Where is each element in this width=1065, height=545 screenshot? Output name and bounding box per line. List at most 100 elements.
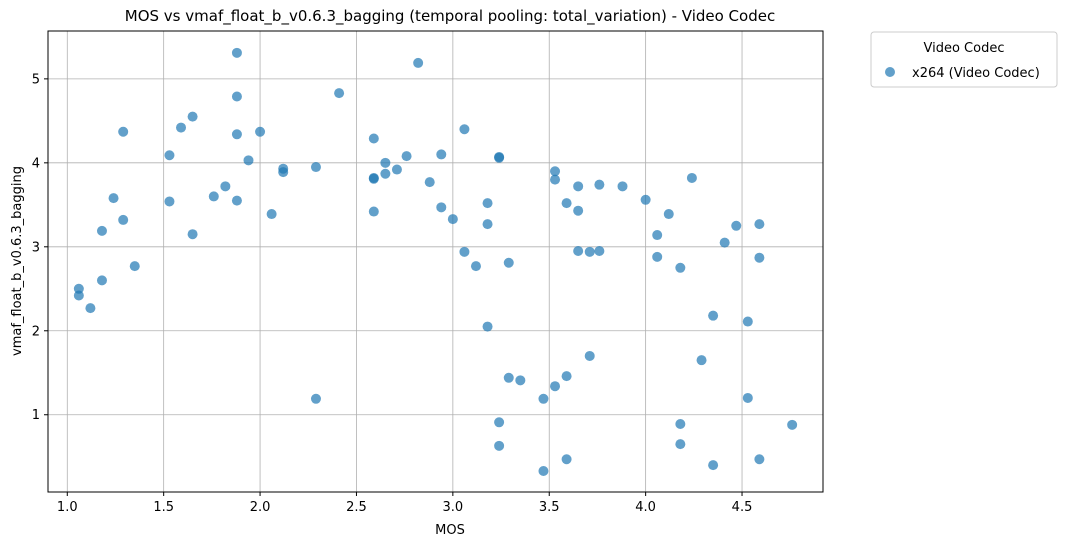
scatter-point — [719, 237, 730, 248]
scatter-point — [550, 381, 561, 392]
scatter-point — [742, 392, 753, 403]
scatter-point — [459, 124, 470, 135]
scatter-point — [754, 219, 765, 230]
y-axis-label: vmaf_float_b_v0.6.3_bagging — [10, 166, 25, 356]
y-axis-ticks: 1 2 3 4 5 — [32, 72, 48, 423]
scatter-point — [787, 419, 798, 430]
scatter-point — [391, 164, 402, 175]
grid-lines — [48, 31, 823, 492]
chart-title: MOS vs vmaf_float_b_v0.6.3_bagging (temp… — [125, 7, 775, 26]
scatter-point — [164, 150, 175, 161]
x-tick-label: 1.5 — [153, 500, 174, 515]
scatter-point — [96, 225, 107, 236]
scatter-point — [436, 202, 447, 213]
scatter-point — [696, 355, 707, 366]
scatter-point — [731, 220, 742, 231]
scatter-point — [675, 439, 686, 450]
scatter-point — [503, 257, 514, 268]
scatter-point — [561, 371, 572, 382]
scatter-point — [334, 88, 345, 99]
scatter-point — [538, 466, 549, 477]
scatter-point — [640, 194, 651, 205]
x-tick-label: 4.0 — [635, 500, 656, 515]
scatter-point — [129, 261, 140, 272]
scatter-point — [73, 290, 84, 301]
x-tick-label: 1.0 — [57, 500, 78, 515]
scatter-point — [231, 129, 242, 140]
scatter-point — [538, 393, 549, 404]
y-tick-label: 1 — [32, 408, 40, 423]
scatter-point — [380, 168, 391, 179]
scatter-point — [594, 179, 605, 190]
scatter-point — [686, 172, 697, 183]
x-axis-ticks: 1.0 1.5 2.0 2.5 3.0 3.5 4.0 4.5 — [57, 492, 752, 515]
scatter-point — [310, 393, 321, 404]
scatter-point — [108, 193, 119, 204]
scatter-point — [96, 275, 107, 286]
scatter-point — [424, 177, 435, 188]
x-tick-label: 3.0 — [443, 500, 464, 515]
scatter-point — [561, 198, 572, 209]
x-tick-label: 2.0 — [250, 500, 271, 515]
y-tick-label: 4 — [32, 156, 40, 171]
scatter-point — [459, 246, 470, 257]
scatter-point — [447, 214, 458, 225]
y-tick-label: 5 — [32, 72, 40, 87]
scatter-point — [231, 47, 242, 58]
scatter-point — [278, 167, 289, 178]
scatter-point — [231, 195, 242, 206]
scatter-point — [675, 262, 686, 273]
scatter-point — [708, 310, 719, 321]
scatter-point — [482, 198, 493, 209]
scatter-point — [754, 252, 765, 263]
scatter-point — [561, 454, 572, 465]
scatter-point — [368, 206, 379, 217]
scatter-point — [187, 229, 198, 240]
scatter-point — [243, 155, 254, 166]
scatter-point — [617, 181, 628, 192]
scatter-point — [482, 219, 493, 230]
scatter-point — [742, 316, 753, 327]
plot-area-frame — [47, 30, 824, 493]
scatter-point — [494, 440, 505, 451]
scatter-point — [470, 261, 481, 272]
scatter-point — [164, 196, 175, 207]
scatter-point — [573, 181, 584, 192]
scatter-point — [380, 157, 391, 168]
scatter-point — [231, 91, 242, 102]
scatter-point — [118, 126, 129, 137]
scatter-point — [368, 133, 379, 144]
scatter-point — [208, 191, 219, 202]
scatter-point — [118, 214, 129, 225]
scatter-point — [573, 205, 584, 216]
scatter-point — [494, 152, 505, 163]
scatter-point — [550, 174, 561, 185]
scatter-point — [401, 151, 412, 162]
legend: Video Codec x264 (Video Codec) — [870, 31, 1058, 88]
scatter-point — [266, 209, 277, 220]
scatter-point — [187, 111, 198, 122]
scatter-point — [584, 350, 595, 361]
y-tick-label: 3 — [32, 240, 40, 255]
scatter-point — [663, 209, 674, 220]
y-tick-label: 2 — [32, 324, 40, 339]
scatter-point — [255, 126, 266, 137]
scatter-point — [652, 230, 663, 241]
scatter-points — [73, 47, 798, 477]
scatter-point — [584, 246, 595, 257]
scatter-point — [652, 251, 663, 262]
x-tick-label: 3.5 — [539, 500, 560, 515]
legend-entry-label: x264 (Video Codec) — [912, 66, 1040, 81]
scatter-point — [436, 149, 447, 160]
scatter-point — [220, 181, 231, 192]
scatter-point — [368, 173, 379, 184]
scatter-point — [494, 417, 505, 428]
x-tick-label: 4.5 — [732, 500, 753, 515]
scatter-point — [708, 460, 719, 471]
scatter-point — [413, 57, 424, 68]
x-tick-label: 2.5 — [346, 500, 367, 515]
scatter-point — [503, 372, 514, 383]
scatter-point — [176, 122, 187, 133]
scatter-point — [310, 162, 321, 173]
